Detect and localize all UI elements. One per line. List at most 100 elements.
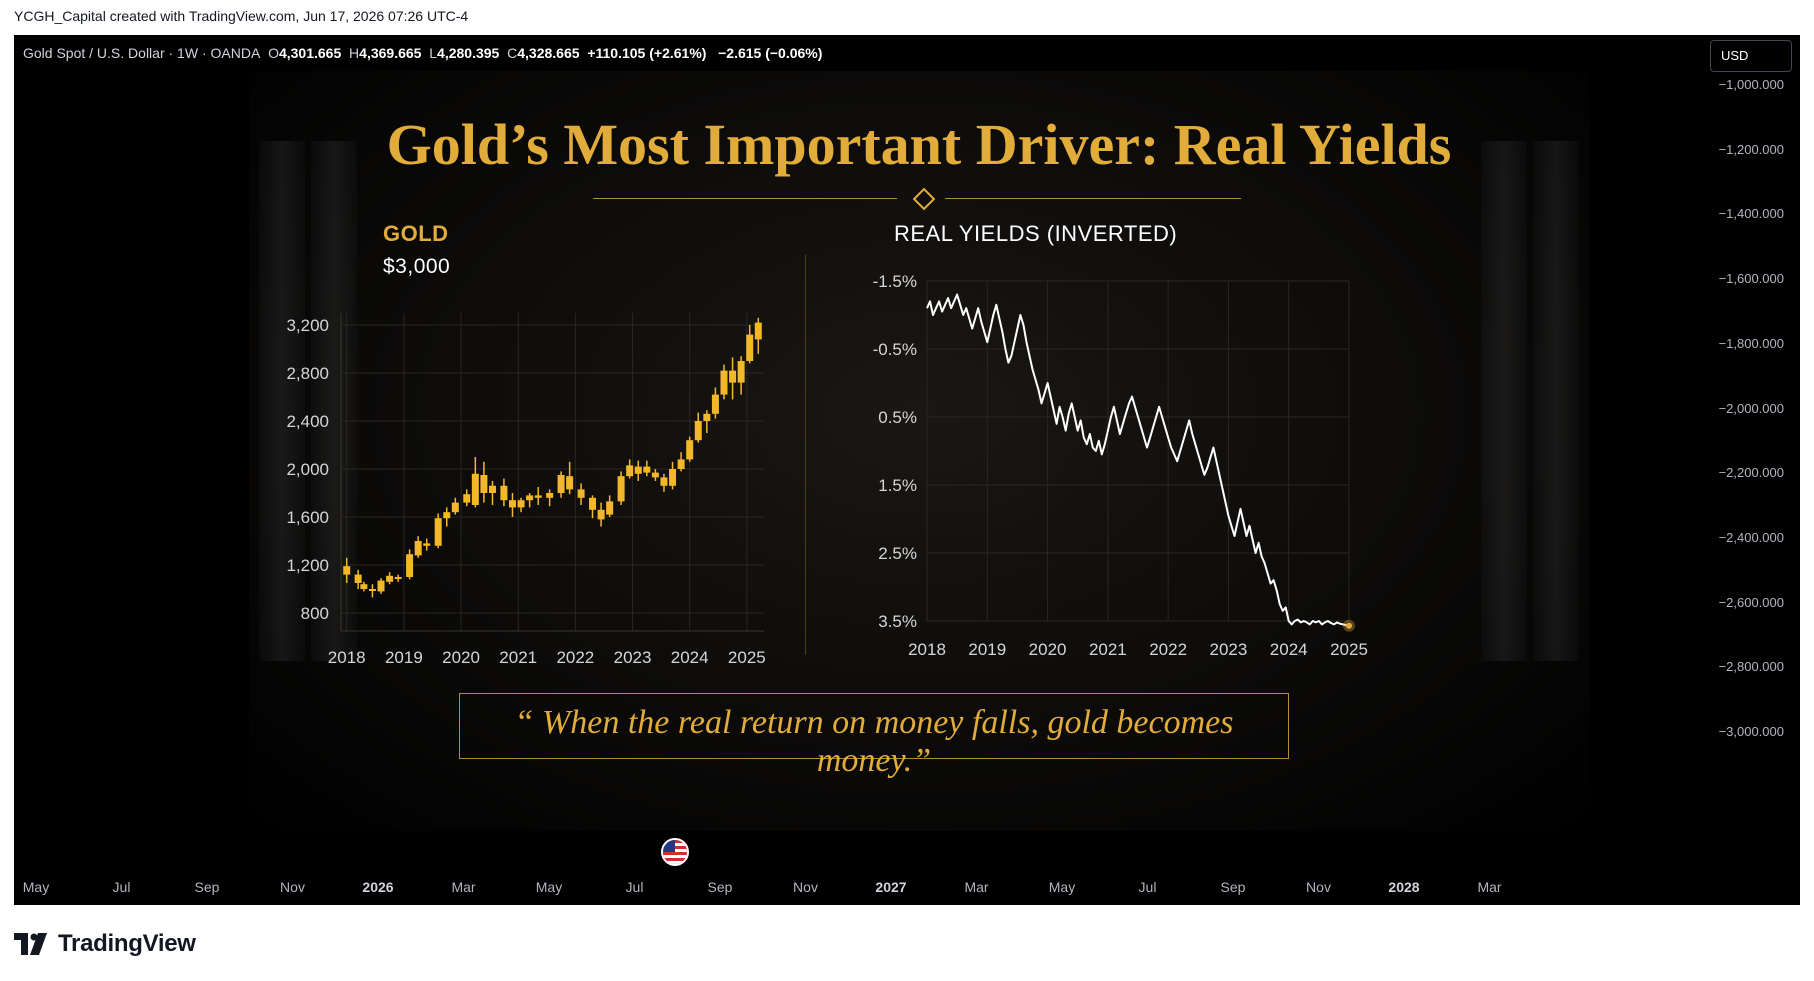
low-value: 4,280.395 <box>437 45 500 61</box>
gold-candle <box>660 473 668 492</box>
chart-frame[interactable]: Gold’s Most Important Driver: Real Yield… <box>14 35 1800 905</box>
tradingview-logo-text: TradingView <box>58 930 196 957</box>
price-axis-label: −1,400.000 <box>1718 206 1784 222</box>
gold-y-tick-label: 1,200 <box>286 556 329 575</box>
pillar-decoration-right <box>1481 141 1527 661</box>
gold-candle <box>354 569 362 589</box>
tradingview-logo[interactable]: TradingView <box>14 928 196 960</box>
yields-x-tick-label: 2023 <box>1210 640 1248 659</box>
chart-attribution: YCGH_Capital created with TradingView.co… <box>14 8 469 24</box>
gold-y-tick-label: 2,800 <box>286 364 329 383</box>
real-yields-series-line <box>926 293 1350 627</box>
gold-candle <box>677 452 685 472</box>
time-axis-label: 2028 <box>1388 879 1420 895</box>
yields-y-tick-label: 3.5% <box>878 612 917 631</box>
gold-panel-subtitle: $3,000 <box>383 255 451 278</box>
gold-candle <box>463 489 471 507</box>
gold-panel-title: GOLD <box>383 221 449 246</box>
time-axis-label: 2026 <box>362 879 394 895</box>
gold-candle <box>746 325 754 364</box>
us-flag-icon[interactable] <box>661 838 689 866</box>
real-yields-line-chart: -1.5% -0.5% 0.5% 1.5% 2.5% 3.5% 2018 2019 2020 20… <box>873 272 1368 659</box>
gold-y-tick-label: 800 <box>301 604 329 623</box>
time-axis-label: Jul <box>112 879 131 895</box>
gold-y-tick-label: 2,000 <box>286 460 329 479</box>
time-axis-label: Nov <box>793 879 818 895</box>
gold-candle <box>488 481 496 505</box>
gold-y-tick-label: 1,600 <box>286 508 329 527</box>
open-value: 4,301.665 <box>278 45 342 61</box>
time-axis-label: May <box>535 879 563 895</box>
yields-x-tick-label: 2018 <box>908 640 946 659</box>
pillar-decoration-left <box>259 141 305 661</box>
gold-candle <box>729 357 737 400</box>
time-axis-label: Sep <box>1220 879 1246 895</box>
gold-candle <box>534 487 542 505</box>
gold-candle <box>651 469 659 481</box>
time-axis-label: May <box>1048 879 1076 895</box>
gold-candle <box>634 460 642 481</box>
gold-x-tick-label: 2022 <box>556 648 594 667</box>
time-axis-label: Jul <box>1138 879 1157 895</box>
price-change-secondary: −2.615 (−0.06%) <box>718 45 823 61</box>
gold-candle <box>451 497 459 515</box>
yields-y-tick-label: 0.5% <box>878 408 917 427</box>
yields-y-tick-label: 1.5% <box>878 476 917 495</box>
gold-candle <box>368 584 376 598</box>
gold-candle <box>443 507 451 527</box>
gold-candle <box>626 459 634 479</box>
quote-text: “ When the real return on money falls, g… <box>514 704 1234 779</box>
gold-y-tick-label: 3,200 <box>286 316 329 335</box>
high-value: 4,369.665 <box>359 45 422 61</box>
price-axis-label: −3,000.000 <box>1718 724 1784 739</box>
real-yields-panel-title: REAL YIELDS (INVERTED) <box>894 221 1178 246</box>
price-axis-label: −1,000.000 <box>1718 77 1784 92</box>
gold-x-tick-label: 2023 <box>614 648 652 667</box>
gold-candle <box>589 495 597 519</box>
time-axis-label: Nov <box>280 879 305 895</box>
gold-candle <box>669 461 677 490</box>
infographic-image: Gold’s Most Important Driver: Real Yield… <box>249 71 1589 831</box>
gold-candle <box>597 502 605 527</box>
gold-candle <box>386 572 394 585</box>
gold-x-tick-label: 2019 <box>385 648 423 667</box>
gold-x-tick-label: 2021 <box>499 648 537 667</box>
time-axis-label: Mar <box>964 879 989 895</box>
time-axis-label: Nov <box>1306 879 1331 895</box>
time-axis-label: Mar <box>1477 879 1502 895</box>
last-point-marker <box>1346 622 1352 629</box>
symbol-ohlc-bar[interactable]: Gold Spot / U.S. Dollar · 1W · OANDA O4,… <box>23 45 822 61</box>
gold-candle <box>703 410 711 433</box>
gold-x-tick-label: 2020 <box>442 648 480 667</box>
symbol-name[interactable]: Gold Spot / U.S. Dollar · 1W · OANDA <box>23 45 261 61</box>
time-axis-label: Jul <box>625 879 644 895</box>
yields-y-tick-label: -0.5% <box>873 340 917 359</box>
price-axis-label: −1,200.000 <box>1718 141 1784 157</box>
price-axis-label: −1,600.000 <box>1718 271 1784 287</box>
currency-button[interactable]: USD <box>1710 40 1792 72</box>
pillar-decoration-right-2 <box>1533 141 1579 661</box>
low-label: L <box>429 45 438 61</box>
gold-candle <box>546 489 554 507</box>
yields-y-tick-label: -1.5% <box>873 272 917 291</box>
gold-candle <box>406 549 414 580</box>
diamond-ornament-icon <box>912 187 936 211</box>
gold-x-tick-label: 2025 <box>728 648 766 667</box>
price-axis-label: −2,800.000 <box>1718 659 1784 675</box>
yields-y-tick-label: 2.5% <box>878 544 917 563</box>
yields-x-tick-label: 2024 <box>1270 640 1308 659</box>
gold-candle <box>423 538 431 551</box>
yields-x-tick-label: 2021 <box>1089 640 1127 659</box>
panel-separator <box>805 255 806 655</box>
time-axis-label: Mar <box>451 879 476 895</box>
gold-x-tick-label: 2024 <box>671 648 709 667</box>
gold-candle <box>434 513 442 549</box>
gold-candle <box>414 536 422 558</box>
gold-candle <box>566 461 574 495</box>
high-label: H <box>349 45 360 61</box>
time-axis[interactable]: May Jul Sep Nov 2026 Mar May Jul Sep Nov 2027 Mar Ma… <box>14 871 1714 905</box>
quote-box: “ When the real return on money falls, g… <box>459 693 1289 779</box>
gold-candle <box>643 460 651 477</box>
gold-candle <box>686 436 694 462</box>
price-axis-label: −2,400.000 <box>1718 529 1784 545</box>
